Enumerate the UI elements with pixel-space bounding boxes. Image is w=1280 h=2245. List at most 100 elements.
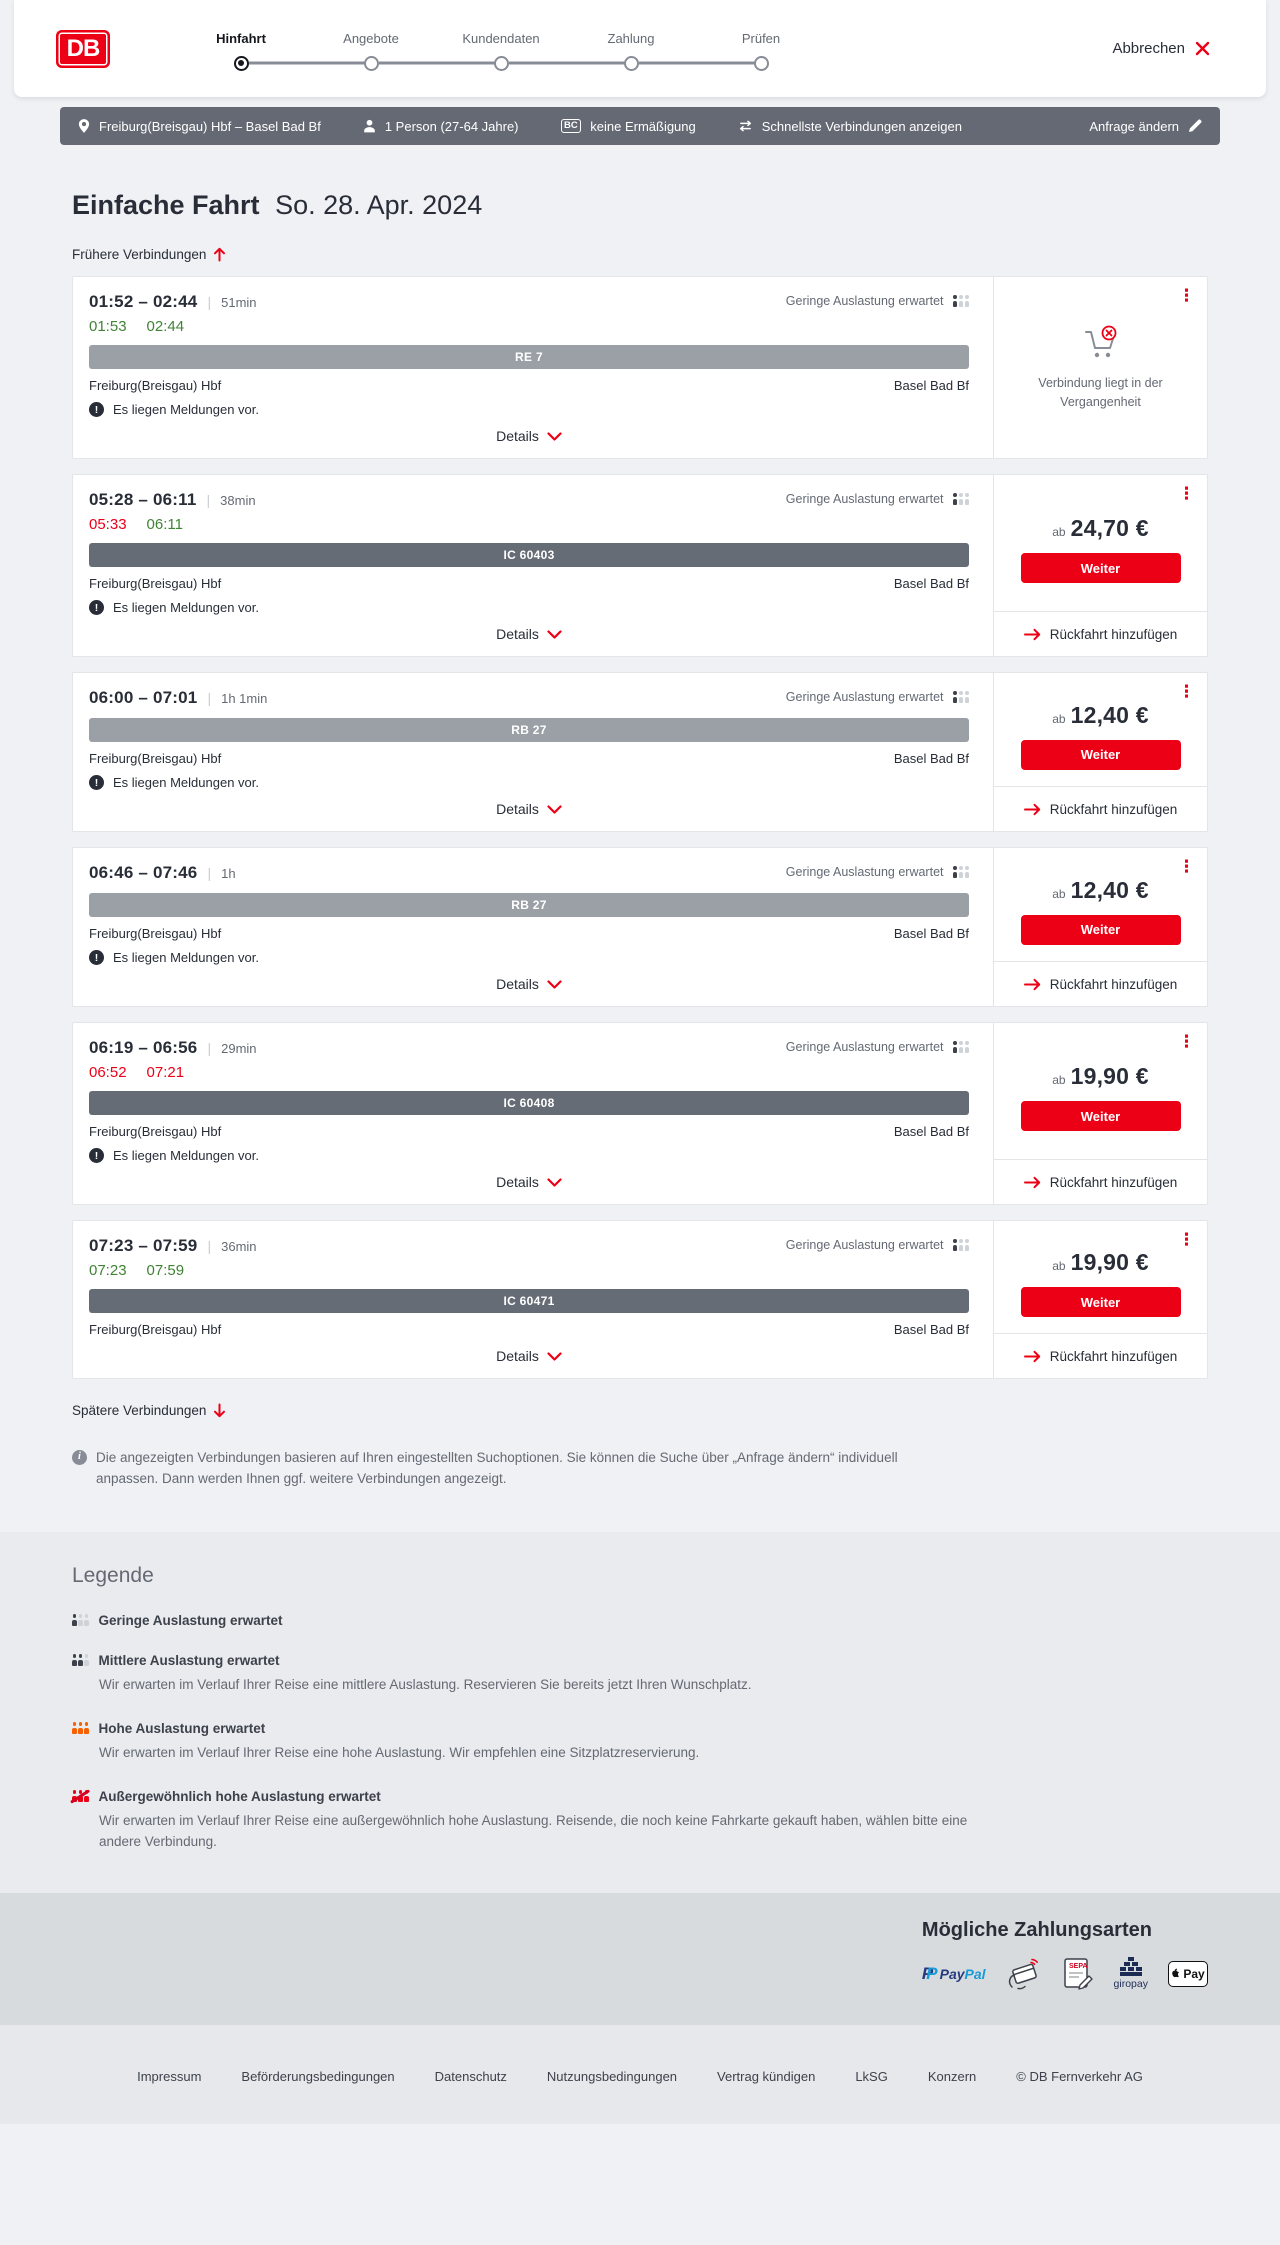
step-dot-icon [753, 55, 769, 71]
messages-label: Es liegen Meldungen vor. [113, 775, 259, 790]
duration: 51min [221, 295, 257, 310]
arrow-right-icon [1023, 1350, 1040, 1362]
chevron-down-icon [547, 804, 562, 814]
occupancy-indicator: Geringe Auslastung erwartet [786, 690, 969, 704]
alert-icon: ! [89, 775, 104, 790]
step-label: Zahlung [607, 30, 655, 46]
planned-times: 06:46 – 07:46 [89, 863, 198, 882]
separator: | [207, 690, 212, 706]
planned-times: 07:23 – 07:59 [89, 1236, 198, 1255]
step-dot-icon [623, 55, 639, 71]
connection-main: 06:00 – 07:01 | 1h 1min Geringe Auslastu… [73, 673, 993, 831]
legend-item: Mittlere Auslastung erwartet Wir erwarte… [72, 1653, 1208, 1696]
connection-actions: ⋮ Verbindung liegt in der Vergangenheit [993, 277, 1207, 458]
price-prefix: ab [1052, 886, 1066, 901]
bahncard-icon: BC [560, 119, 582, 133]
step-label: Kundendaten [462, 30, 540, 46]
details-button[interactable]: Details [496, 976, 562, 992]
price: 19,90 € [1070, 1249, 1149, 1275]
footer-link[interactable]: Beförderungsbedingungen [241, 2068, 395, 2084]
occupancy-label: Geringe Auslastung erwartet [785, 1238, 944, 1252]
step-prüfen: Prüfen [696, 31, 826, 71]
occupancy-label: Geringe Auslastung erwartet [785, 865, 944, 879]
weiter-button[interactable]: Weiter [1020, 553, 1181, 583]
step-label: Prüfen [741, 30, 781, 46]
more-options-button[interactable]: ⋮ [1174, 679, 1199, 704]
occupancy-low-icon [952, 866, 970, 878]
train-label: RB 27 [89, 893, 969, 917]
destination-station: Basel Bad Bf [893, 576, 969, 591]
legend-title: Legende [72, 1563, 154, 1587]
add-return-button[interactable]: Rückfahrt hinzufügen [994, 961, 1207, 1006]
chevron-down-icon [547, 629, 562, 639]
footer-link[interactable]: Datenschutz [434, 2068, 507, 2084]
earlier-connections-link[interactable]: Frühere Verbindungen [72, 247, 226, 262]
train-label: IC 60408 [89, 1091, 969, 1115]
footer-link[interactable]: Konzern [927, 2068, 977, 2084]
weiter-button[interactable]: Weiter [1020, 1287, 1181, 1317]
occupancy-indicator: Geringe Auslastung erwartet [786, 294, 969, 308]
details-button[interactable]: Details [496, 428, 562, 444]
origin-station: Freiburg(Breisgau) Hbf [89, 1124, 222, 1139]
page-title: Einfache Fahrt So. 28. Apr. 2024 [72, 189, 1208, 221]
destination-station: Basel Bad Bf [893, 751, 969, 766]
occupancy-indicator: Geringe Auslastung erwartet [786, 1040, 969, 1054]
cancel-button[interactable]: Abbrechen [1112, 40, 1210, 57]
details-button[interactable]: Details [496, 801, 562, 817]
price: 24,70 € [1070, 515, 1149, 541]
later-connections-link[interactable]: Spätere Verbindungen [72, 1403, 226, 1418]
more-options-button[interactable]: ⋮ [1174, 481, 1199, 506]
duration: 29min [221, 1041, 257, 1056]
discount-summary: BC keine Ermäßigung [560, 119, 696, 134]
connection-card: 05:28 – 06:11 | 38min Geringe Auslastung… [72, 474, 1208, 657]
step-dot-icon [233, 55, 249, 71]
details-label: Details [496, 428, 539, 444]
person-icon [364, 119, 375, 133]
svg-text:SEPA: SEPA [1069, 1963, 1088, 1970]
close-icon [1195, 41, 1210, 56]
destination-station: Basel Bad Bf [893, 1124, 969, 1139]
step-label: Hinfahrt [216, 30, 266, 46]
add-return-button[interactable]: Rückfahrt hinzufügen [994, 1333, 1207, 1378]
weiter-button[interactable]: Weiter [1020, 914, 1181, 945]
more-options-button[interactable]: ⋮ [1174, 1029, 1199, 1054]
separator: | [206, 492, 211, 508]
footer-link[interactable]: LkSG [855, 2068, 888, 2084]
add-return-button[interactable]: Rückfahrt hinzufügen [994, 611, 1207, 656]
details-button[interactable]: Details [496, 626, 562, 642]
realtime-times: 07:23 07:59 [89, 1262, 185, 1279]
realtime-times: 01:53 02:44 [89, 318, 185, 335]
edit-request-button[interactable]: Anfrage ändern [1089, 119, 1202, 134]
messages-label: Es liegen Meldungen vor. [113, 950, 259, 965]
footer-link[interactable]: Nutzungsbedingungen [546, 2068, 678, 2084]
add-return-button[interactable]: Rückfahrt hinzufügen [994, 786, 1207, 831]
details-button[interactable]: Details [496, 1348, 562, 1364]
cancel-label: Abbrechen [1112, 40, 1185, 57]
search-options-note: i Die angezeigten Verbindungen basieren … [72, 1448, 902, 1532]
occupancy-label: Geringe Auslastung erwartet [785, 294, 944, 308]
legend-item: Außergewöhnlich hohe Auslastung erwartet… [72, 1789, 1208, 1853]
more-options-button[interactable]: ⋮ [1174, 1227, 1199, 1252]
legend-item-label: Außergewöhnlich hohe Auslastung erwartet [98, 1788, 381, 1804]
add-return-button[interactable]: Rückfahrt hinzufügen [994, 1159, 1207, 1204]
copyright: © DB Fernverkehr AG [1016, 2068, 1143, 2084]
more-options-button[interactable]: ⋮ [1174, 283, 1199, 308]
weiter-button[interactable]: Weiter [1020, 739, 1181, 770]
origin-station: Freiburg(Breisgau) Hbf [89, 1322, 222, 1337]
details-label: Details [496, 1348, 539, 1364]
footer-link[interactable]: Vertrag kündigen [717, 2068, 816, 2084]
search-summary-bar: Freiburg(Breisgau) Hbf – Basel Bad Bf 1 … [60, 107, 1220, 145]
legend-item: Geringe Auslastung erwartet [72, 1613, 1208, 1628]
arrow-up-icon [214, 247, 226, 262]
giropay-icon: giropay [1114, 1957, 1148, 1990]
fastest-connections-toggle[interactable]: Schnellste Verbindungen anzeigen [738, 119, 962, 134]
weiter-button[interactable]: Weiter [1020, 1101, 1181, 1131]
step-dot-icon [363, 55, 379, 71]
step-label: Angebote [343, 30, 399, 46]
details-button[interactable]: Details [496, 1174, 562, 1190]
pencil-icon [1189, 119, 1202, 132]
more-options-button[interactable]: ⋮ [1174, 854, 1199, 879]
footer-link[interactable]: Impressum [137, 2068, 202, 2084]
connection-card: 06:19 – 06:56 | 29min Geringe Auslastung… [72, 1022, 1208, 1205]
price-prefix: ab [1052, 711, 1066, 726]
